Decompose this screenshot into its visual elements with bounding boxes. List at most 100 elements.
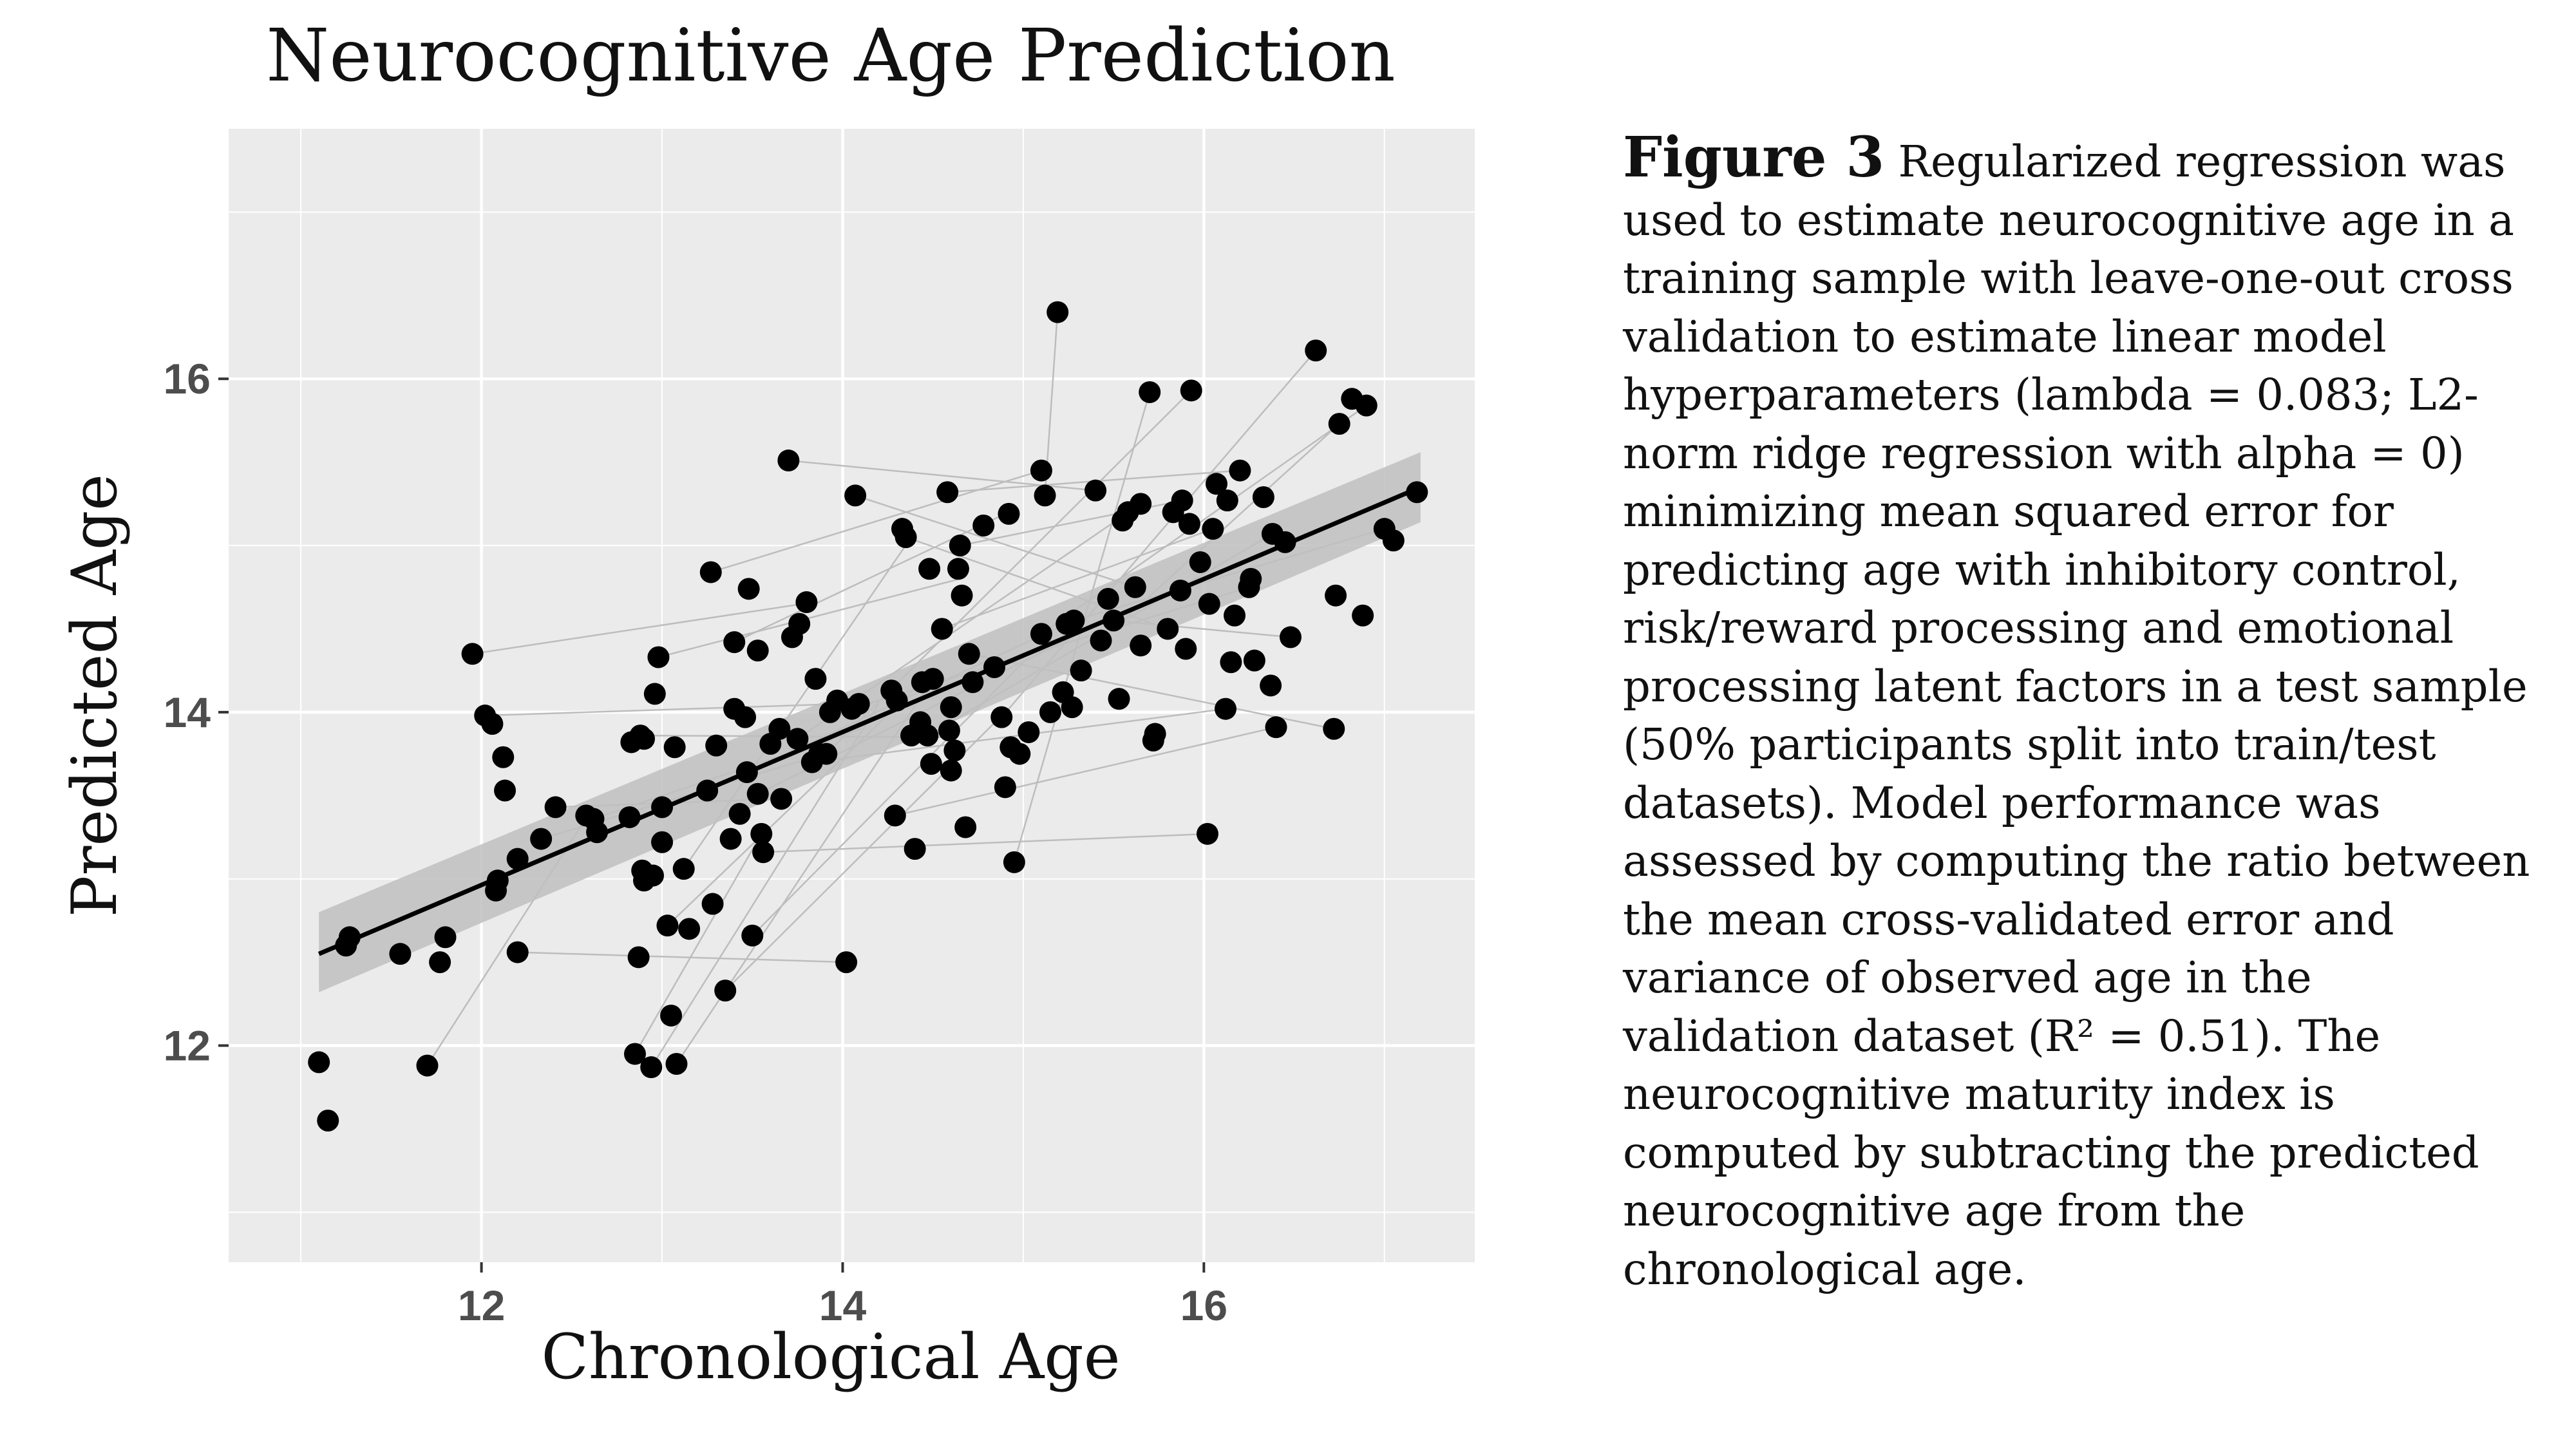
data-point xyxy=(651,796,674,819)
x-tick-label: 12 xyxy=(458,1282,505,1329)
data-point xyxy=(1325,584,1347,607)
data-point xyxy=(983,656,1006,678)
data-point xyxy=(672,858,695,880)
pair-line xyxy=(517,951,847,963)
data-point xyxy=(705,734,728,757)
data-point xyxy=(1352,604,1374,627)
data-point xyxy=(656,914,679,937)
data-point xyxy=(1305,339,1327,362)
axis-ticks xyxy=(218,377,1206,1273)
data-point xyxy=(737,578,760,600)
data-point xyxy=(735,761,758,784)
data-point xyxy=(1130,493,1152,515)
chart-title: Neurocognitive Age Prediction xyxy=(266,14,1395,98)
pair-line xyxy=(710,469,1042,573)
pair-line xyxy=(895,726,1276,817)
data-point xyxy=(1084,479,1107,502)
data-point xyxy=(434,926,457,949)
data-point xyxy=(884,804,906,827)
data-point xyxy=(947,558,969,580)
scatter-chart: Neurocognitive Age Prediction 12 14 16 12 14… xyxy=(59,14,1475,1393)
data-point xyxy=(643,683,666,705)
data-point xyxy=(940,759,962,782)
data-point xyxy=(1090,629,1112,652)
data-point xyxy=(530,828,553,850)
data-point xyxy=(481,713,504,735)
data-point xyxy=(998,502,1020,525)
data-point xyxy=(696,779,719,802)
data-point xyxy=(741,924,764,947)
data-point xyxy=(990,706,1013,728)
data-point xyxy=(1178,513,1200,535)
data-point xyxy=(1240,567,1262,590)
data-point xyxy=(1061,696,1083,719)
data-point xyxy=(994,776,1016,799)
data-point xyxy=(665,1053,688,1075)
x-tick-label: 16 xyxy=(1180,1282,1227,1329)
data-point xyxy=(1108,688,1130,710)
data-point xyxy=(544,796,567,819)
data-point xyxy=(1265,716,1287,739)
data-point xyxy=(746,782,769,805)
data-point xyxy=(1039,701,1061,723)
data-point xyxy=(1169,579,1191,601)
data-point xyxy=(938,719,960,742)
data-point xyxy=(461,643,484,665)
data-point xyxy=(770,788,793,810)
data-point xyxy=(1157,618,1179,640)
data-point xyxy=(1279,626,1302,649)
data-point xyxy=(494,779,516,802)
caption-label: Figure 3 xyxy=(1623,125,1885,190)
data-point xyxy=(1009,743,1031,765)
data-point xyxy=(848,692,870,715)
data-point xyxy=(786,728,809,750)
pair-line xyxy=(485,703,843,717)
data-point xyxy=(940,696,962,719)
data-point xyxy=(1144,723,1166,745)
pair-line xyxy=(634,833,762,1055)
data-point xyxy=(389,943,412,965)
data-point xyxy=(492,746,515,768)
pair-line xyxy=(658,578,961,658)
data-point xyxy=(627,946,650,969)
data-point xyxy=(586,821,609,844)
data-point xyxy=(746,639,769,662)
caption-text: Regularized regression was used to estim… xyxy=(1623,137,2530,1294)
data-point xyxy=(768,717,791,740)
data-point xyxy=(699,561,722,583)
data-point xyxy=(815,743,838,765)
data-point xyxy=(1196,822,1218,845)
data-point xyxy=(1003,851,1025,873)
data-point xyxy=(1215,697,1236,720)
data-point xyxy=(429,951,451,974)
data-point xyxy=(678,918,701,940)
data-point xyxy=(931,618,953,640)
pair-line xyxy=(472,603,803,655)
data-point xyxy=(1046,301,1069,323)
data-point xyxy=(506,848,529,870)
x-tick-label: 14 xyxy=(819,1282,867,1329)
data-point xyxy=(1171,489,1193,512)
data-point xyxy=(1030,459,1052,482)
data-point xyxy=(1180,379,1202,402)
data-point xyxy=(660,1004,683,1027)
data-point xyxy=(804,668,827,690)
data-point xyxy=(633,728,655,750)
data-point xyxy=(916,724,939,747)
data-point xyxy=(777,450,800,472)
data-point xyxy=(788,612,811,635)
data-point xyxy=(943,739,966,762)
y-tick-label: 14 xyxy=(164,688,211,736)
pair-line xyxy=(942,528,1213,630)
data-point xyxy=(795,591,818,614)
data-point xyxy=(844,484,867,507)
data-point xyxy=(895,526,917,549)
data-points xyxy=(308,301,1428,1132)
data-point xyxy=(338,926,361,949)
data-point xyxy=(951,584,973,607)
pair-line xyxy=(855,495,1136,588)
tick-labels: 12 14 16 12 14 16 xyxy=(164,355,1227,1329)
data-point xyxy=(1243,649,1265,672)
data-point xyxy=(918,558,941,580)
data-point xyxy=(1328,413,1350,435)
